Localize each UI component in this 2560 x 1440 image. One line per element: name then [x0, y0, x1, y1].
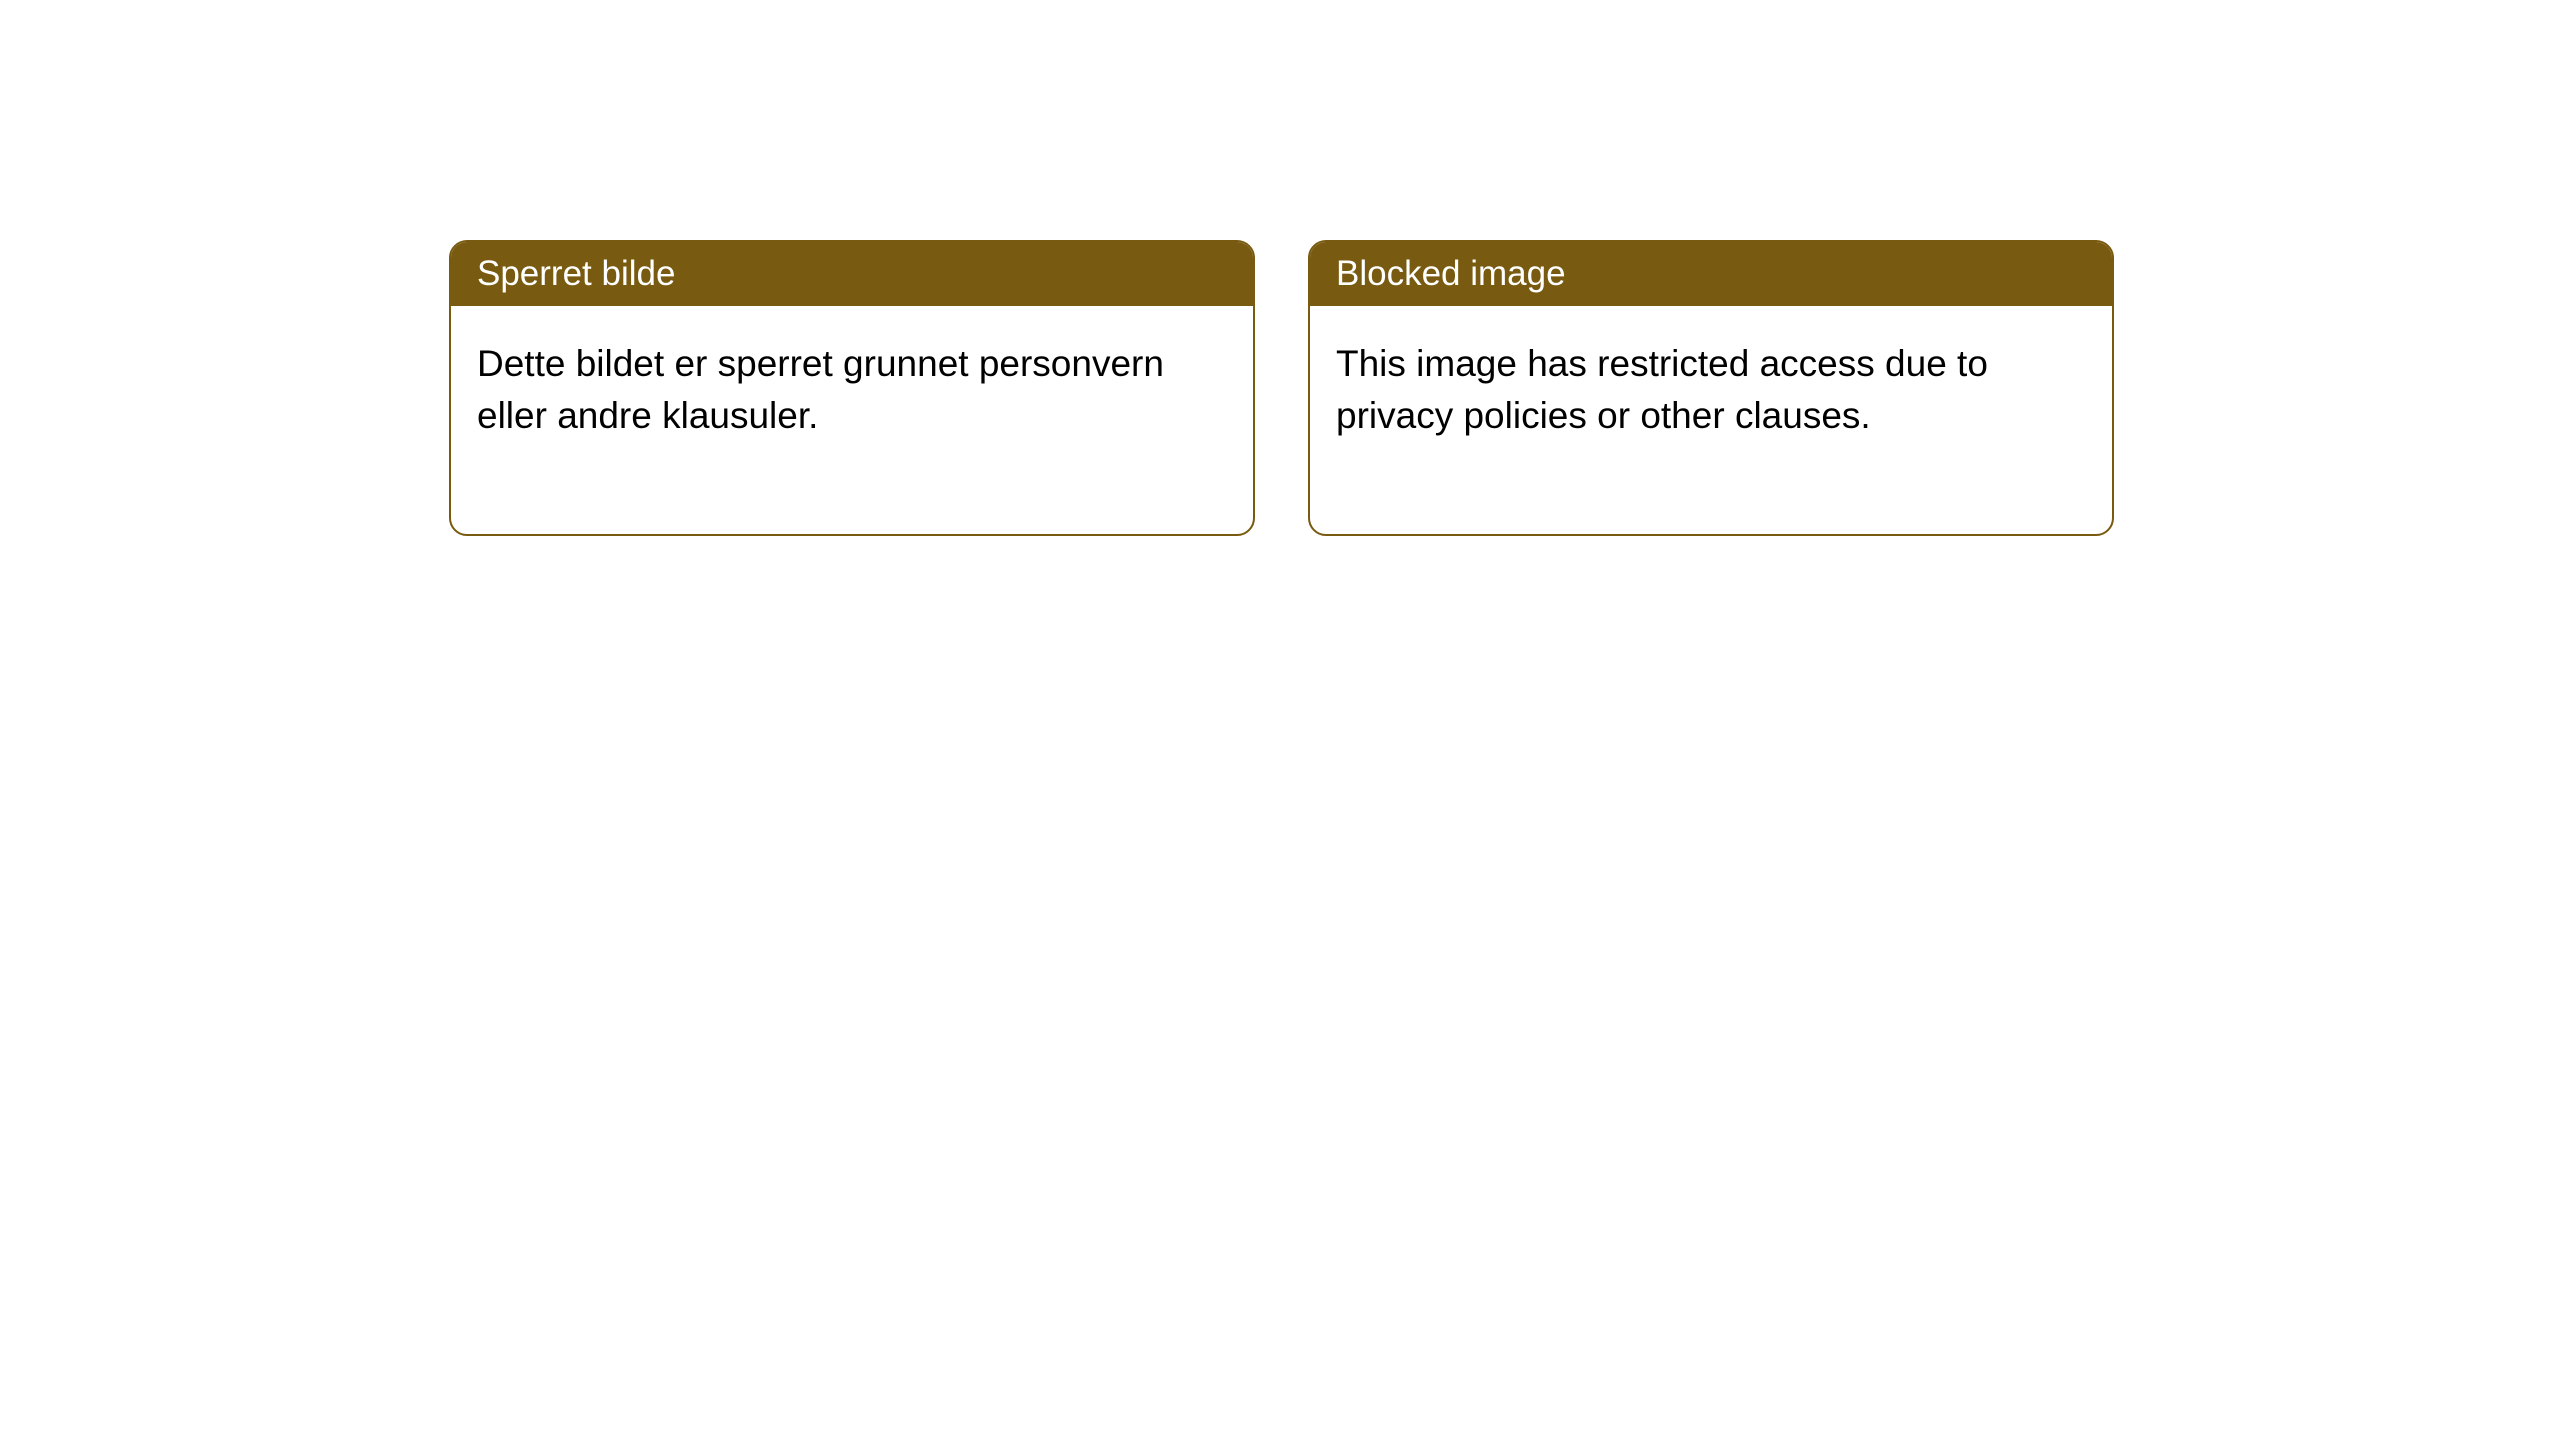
notice-body-text: Dette bildet er sperret grunnet personve…: [477, 343, 1164, 436]
notice-card-en: Blocked image This image has restricted …: [1308, 240, 2114, 536]
notice-container: Sperret bilde Dette bildet er sperret gr…: [449, 240, 2114, 536]
notice-header-text: Sperret bilde: [477, 254, 675, 293]
notice-body-no: Dette bildet er sperret grunnet personve…: [451, 306, 1253, 534]
notice-header-text: Blocked image: [1336, 254, 1566, 293]
notice-card-no: Sperret bilde Dette bildet er sperret gr…: [449, 240, 1255, 536]
notice-body-text: This image has restricted access due to …: [1336, 343, 1988, 436]
notice-header-en: Blocked image: [1310, 242, 2112, 306]
notice-header-no: Sperret bilde: [451, 242, 1253, 306]
notice-body-en: This image has restricted access due to …: [1310, 306, 2112, 534]
